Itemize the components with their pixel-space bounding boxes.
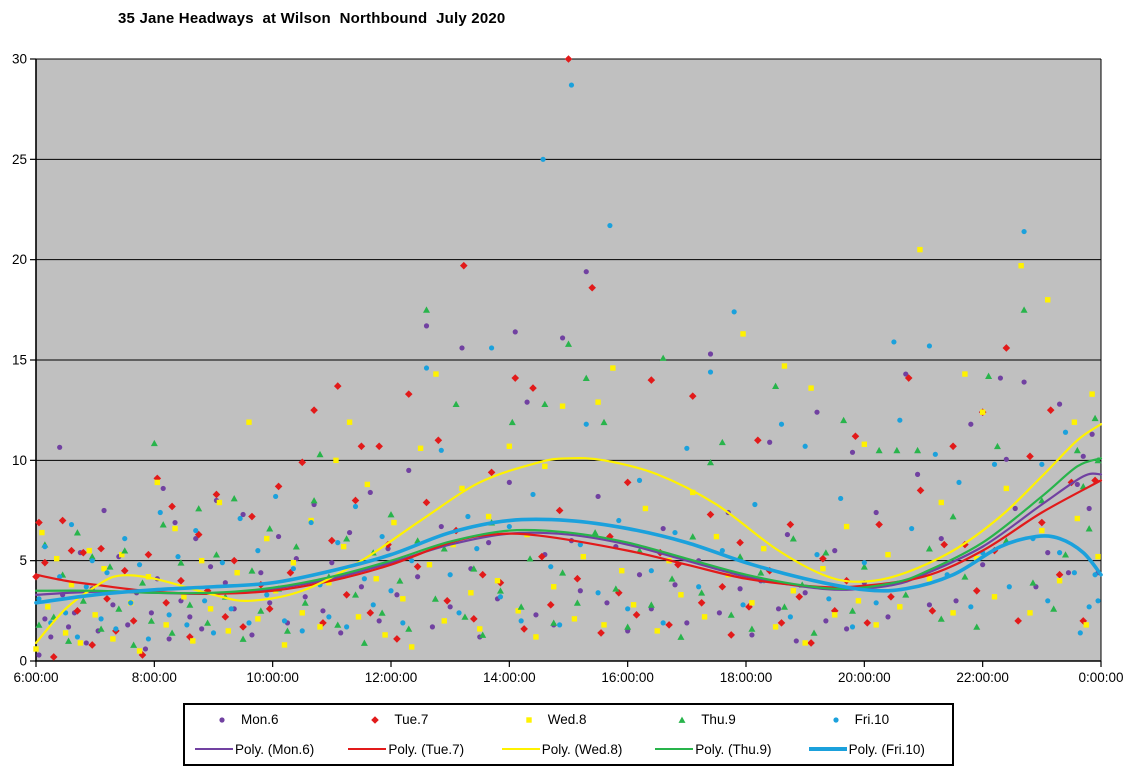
square-marker-icon — [518, 714, 540, 726]
svg-text:10: 10 — [12, 453, 27, 468]
svg-text:16:00:00: 16:00:00 — [601, 670, 654, 685]
legend-item-poly-thu9: Poly. (Thu.9) — [645, 735, 798, 765]
legend-item-poly-wed8: Poly. (Wed.8) — [492, 735, 645, 765]
svg-text:10:00:00: 10:00:00 — [246, 670, 299, 685]
legend-item-wed8: Wed.8 — [492, 705, 645, 735]
legend-series-label: Wed.8 — [547, 712, 587, 728]
svg-text:12:00:00: 12:00:00 — [365, 670, 418, 685]
legend-trend-label: Poly. (Fri.10) — [848, 741, 925, 757]
series-points-wed8 — [33, 246, 1101, 654]
trendline-swatch-icon — [655, 748, 694, 751]
svg-text:15: 15 — [12, 353, 27, 368]
legend-trend-label: Poly. (Wed.8) — [541, 741, 623, 757]
trendline-swatch-icon — [195, 748, 233, 751]
legend-item-mon6: Mon.6 — [185, 705, 338, 735]
chart-title: 35 Jane Headways at Wilson Northbound Ju… — [118, 10, 506, 27]
svg-text:18:00:00: 18:00:00 — [720, 670, 773, 685]
legend-item-fri10: Fri.10 — [799, 705, 952, 735]
svg-text:22:00:00: 22:00:00 — [956, 670, 1009, 685]
legend: Mon.6 Tue.7 Wed.8 Thu.9 Fri.10 Poly. (Mon.6) P… — [183, 703, 954, 766]
diamond-marker-icon — [364, 714, 386, 726]
svg-text:6:00:00: 6:00:00 — [13, 670, 58, 685]
y-axis-labels: 0 5 10 15 20 25 30 — [12, 52, 27, 669]
trendline-fri10 — [34, 517, 1103, 605]
svg-text:0:00:00: 0:00:00 — [1078, 670, 1123, 685]
x-axis-ticks — [35, 661, 1102, 667]
svg-text:20: 20 — [12, 252, 27, 267]
legend-item-poly-mon6: Poly. (Mon.6) — [185, 735, 338, 765]
svg-text:8:00:00: 8:00:00 — [132, 670, 177, 685]
legend-series-label: Fri.10 — [854, 712, 890, 728]
circle-marker-icon — [825, 714, 847, 726]
trendline-wed8 — [34, 423, 1103, 645]
legend-series-label: Tue.7 — [394, 712, 429, 728]
svg-text:20:00:00: 20:00:00 — [838, 670, 891, 685]
svg-text:0: 0 — [19, 654, 27, 669]
svg-text:14:00:00: 14:00:00 — [483, 670, 536, 685]
trendline-thu9 — [34, 457, 1103, 595]
y-axis-ticks — [30, 58, 36, 662]
x-axis-labels: 6:00:00 8:00:00 10:00:00 12:00:00 14:00:00 16… — [13, 670, 1123, 685]
legend-item-poly-tue7: Poly. (Tue.7) — [338, 735, 491, 765]
legend-item-tue7: Tue.7 — [338, 705, 491, 735]
trendline-swatch-icon — [501, 748, 540, 751]
legend-trend-label: Poly. (Mon.6) — [235, 741, 315, 757]
trendline-swatch-icon — [808, 747, 847, 752]
legend-trend-label: Poly. (Tue.7) — [388, 741, 465, 757]
series-points-tue7 — [32, 55, 1099, 661]
svg-text:30: 30 — [12, 52, 27, 67]
circle-marker-icon — [211, 714, 233, 726]
svg-text:25: 25 — [12, 152, 27, 167]
legend-series-label: Thu.9 — [701, 712, 736, 728]
legend-trend-label: Poly. (Thu.9) — [695, 741, 772, 757]
svg-text:5: 5 — [19, 553, 27, 568]
trendline-swatch-icon — [348, 748, 387, 751]
legend-item-poly-fri10: Poly. (Fri.10) — [799, 735, 952, 765]
legend-item-thu9: Thu.9 — [645, 705, 798, 735]
series-points-thu9 — [35, 306, 1102, 648]
triangle-marker-icon — [671, 714, 693, 726]
series-points-fri10 — [36, 82, 1101, 642]
legend-series-label: Mon.6 — [241, 712, 279, 728]
